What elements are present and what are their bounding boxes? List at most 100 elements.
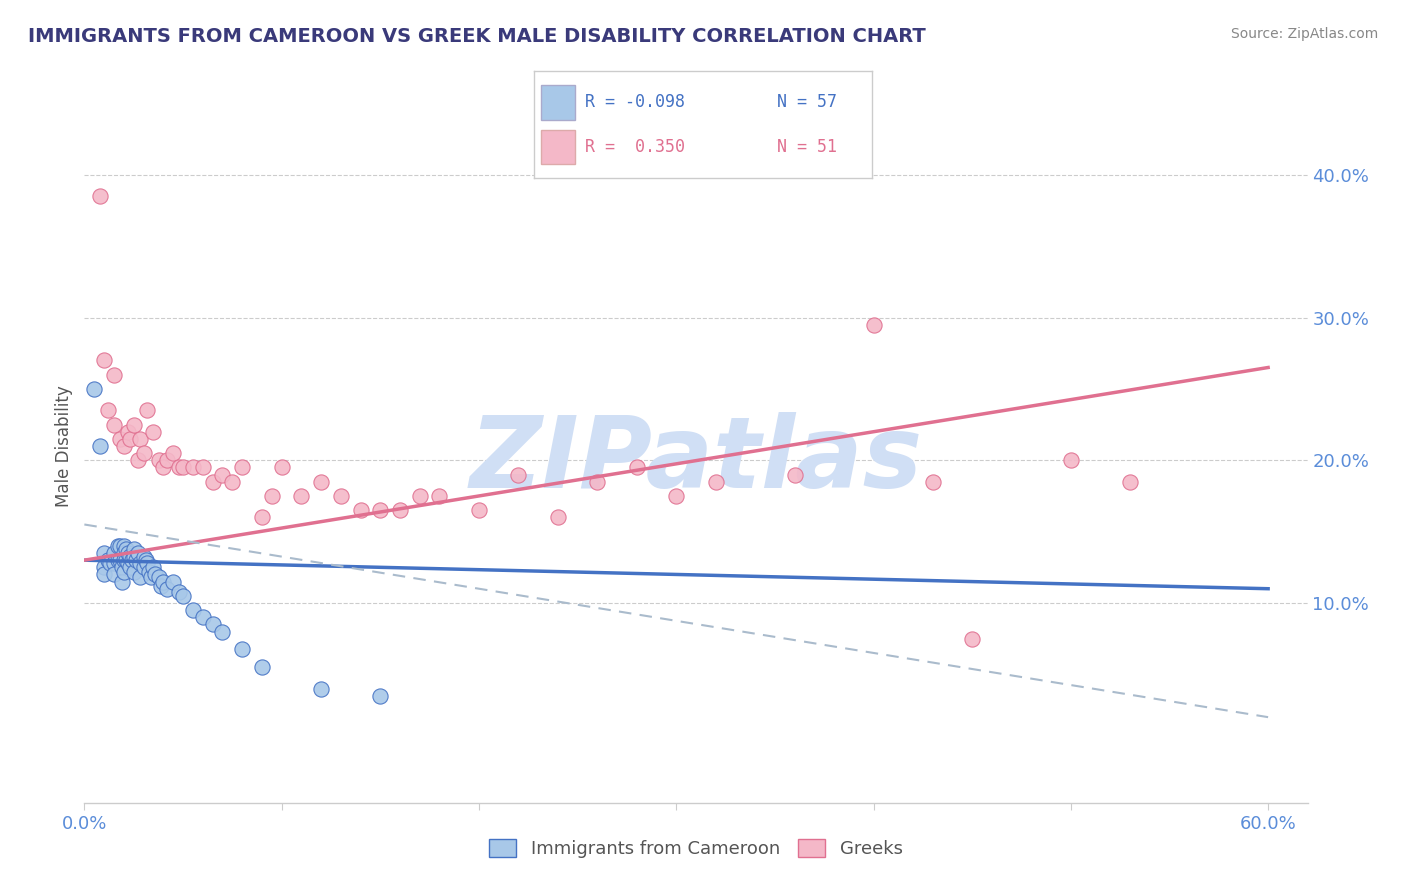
Point: [117, 425, 139, 439]
Point: [329, 489, 352, 503]
Point: [138, 565, 160, 579]
Point: [127, 453, 149, 467]
Y-axis label: Male Disability: Male Disability: [55, 385, 73, 507]
Point: [112, 439, 135, 453]
Text: R =  0.350: R = 0.350: [585, 138, 685, 156]
Point: [132, 550, 155, 565]
Text: ZIPatlas: ZIPatlas: [470, 412, 922, 508]
Point: [231, 641, 253, 656]
Point: [83, 382, 105, 396]
Point: [141, 570, 163, 584]
Text: R = -0.098: R = -0.098: [585, 94, 685, 112]
Point: [107, 553, 129, 567]
Text: N = 57: N = 57: [778, 94, 837, 112]
Point: [103, 556, 125, 570]
Point: [250, 510, 273, 524]
Point: [468, 503, 491, 517]
Point: [156, 582, 179, 596]
Point: [93, 353, 115, 368]
Point: [108, 432, 131, 446]
Point: [167, 460, 190, 475]
Point: [89, 189, 111, 203]
Point: [221, 475, 243, 489]
Point: [108, 539, 131, 553]
Point: [122, 417, 145, 432]
Point: [148, 570, 170, 584]
Point: [309, 475, 332, 489]
Point: [103, 567, 125, 582]
Text: N = 51: N = 51: [778, 138, 837, 156]
Point: [136, 403, 159, 417]
Point: [167, 584, 190, 599]
Point: [309, 681, 332, 696]
Point: [626, 460, 648, 475]
Point: [97, 553, 120, 567]
Point: [93, 546, 115, 560]
Point: [122, 541, 145, 556]
Point: [89, 439, 111, 453]
Point: [124, 553, 146, 567]
Point: [103, 546, 125, 560]
Point: [93, 560, 115, 574]
Point: [128, 432, 150, 446]
Point: [368, 503, 391, 517]
Point: [117, 556, 139, 570]
Point: [152, 460, 174, 475]
Point: [211, 624, 233, 639]
Point: [181, 460, 204, 475]
Point: [132, 446, 155, 460]
Point: [172, 460, 194, 475]
Point: [201, 617, 224, 632]
Point: [191, 460, 214, 475]
Text: IMMIGRANTS FROM CAMEROON VS GREEK MALE DISABILITY CORRELATION CHART: IMMIGRANTS FROM CAMEROON VS GREEK MALE D…: [28, 27, 927, 45]
Point: [98, 556, 121, 570]
Point: [128, 570, 150, 584]
Point: [960, 632, 983, 646]
Point: [108, 553, 131, 567]
Point: [112, 553, 135, 567]
Point: [921, 475, 943, 489]
Point: [162, 574, 184, 589]
Point: [112, 539, 135, 553]
Point: [136, 556, 159, 570]
Point: [290, 489, 312, 503]
Point: [1060, 453, 1083, 467]
Point: [135, 553, 157, 567]
Point: [122, 550, 145, 565]
FancyBboxPatch shape: [541, 86, 575, 120]
Point: [586, 475, 609, 489]
Point: [103, 417, 125, 432]
Point: [127, 546, 149, 560]
Point: [409, 489, 432, 503]
Legend: Immigrants from Cameroon, Greeks: Immigrants from Cameroon, Greeks: [482, 831, 910, 865]
Point: [111, 574, 134, 589]
Point: [156, 453, 179, 467]
Text: Source: ZipAtlas.com: Source: ZipAtlas.com: [1230, 27, 1378, 41]
Point: [429, 489, 451, 503]
Point: [368, 689, 391, 703]
Point: [117, 546, 139, 560]
Point: [862, 318, 884, 332]
Point: [150, 579, 173, 593]
Point: [118, 560, 141, 574]
Point: [250, 660, 273, 674]
Point: [704, 475, 727, 489]
Point: [270, 460, 292, 475]
Point: [111, 560, 134, 574]
Point: [112, 546, 135, 560]
Point: [231, 460, 253, 475]
Point: [118, 549, 141, 563]
Point: [152, 574, 174, 589]
FancyBboxPatch shape: [541, 130, 575, 164]
Point: [201, 475, 224, 489]
Point: [122, 565, 145, 579]
Point: [547, 510, 569, 524]
Point: [103, 368, 125, 382]
Point: [148, 453, 170, 467]
Point: [508, 467, 530, 482]
Point: [260, 489, 283, 503]
Point: [181, 603, 204, 617]
Point: [128, 556, 150, 570]
Point: [162, 446, 184, 460]
Point: [107, 539, 129, 553]
